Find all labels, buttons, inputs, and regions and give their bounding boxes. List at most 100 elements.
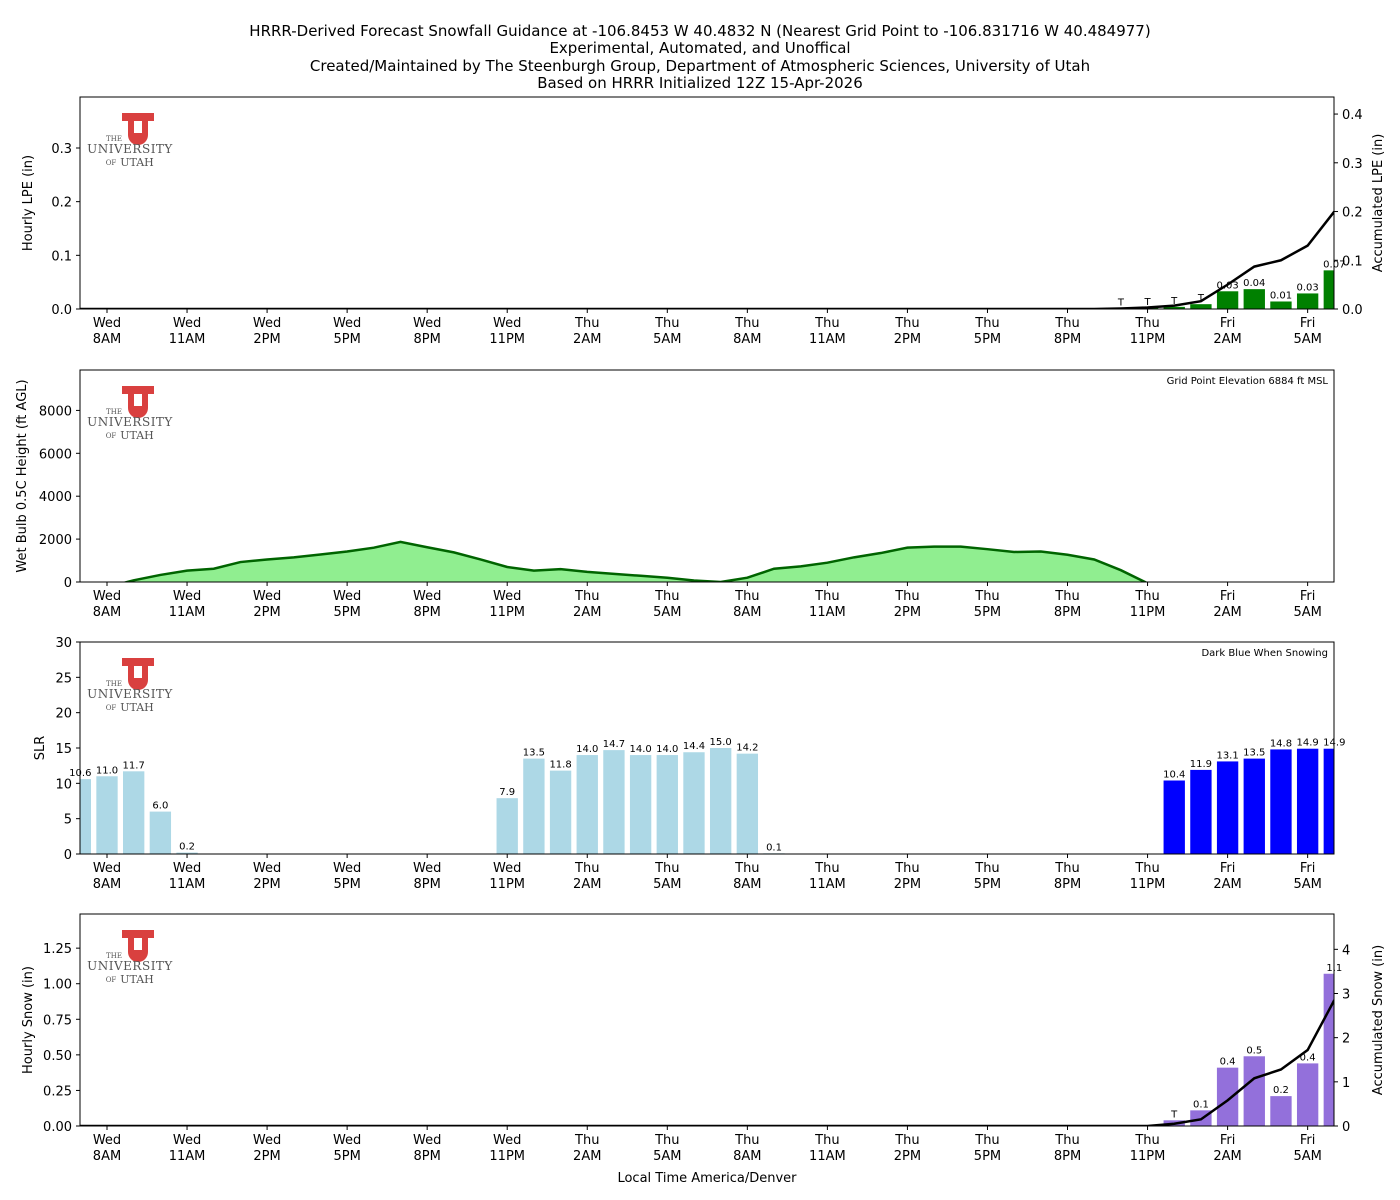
x-tick-day: Wed bbox=[93, 316, 121, 331]
x-tick-day: Wed bbox=[413, 589, 441, 604]
bar-value-label: 0.5 bbox=[1246, 1045, 1262, 1056]
x-tick-time: 8PM bbox=[1054, 332, 1081, 347]
plot-area bbox=[80, 748, 1334, 854]
right-y-tick-label: 0.3 bbox=[1342, 157, 1363, 172]
bar bbox=[1243, 289, 1265, 309]
x-tick-time: 5PM bbox=[333, 332, 360, 347]
x-tick-day: Thu bbox=[1134, 1133, 1159, 1148]
x-tick-day: Fri bbox=[1220, 861, 1236, 876]
bar-value-label: 7.9 bbox=[499, 787, 515, 798]
y-tick-label: 0.3 bbox=[51, 142, 72, 157]
x-tick-time: 11PM bbox=[1130, 1149, 1166, 1164]
bar-value-label: T bbox=[1143, 297, 1151, 308]
bar-value-label: 0.4 bbox=[1220, 1057, 1236, 1068]
x-tick-time: 2AM bbox=[573, 1149, 601, 1164]
bar-value-label: T bbox=[1117, 297, 1125, 308]
bar bbox=[576, 755, 598, 854]
title-line-1: HRRR-Derived Forecast Snowfall Guidance … bbox=[249, 22, 1150, 40]
x-tick-day: Wed bbox=[493, 316, 521, 331]
panel-annotation: Dark Blue When Snowing bbox=[1201, 648, 1328, 659]
x-tick-time: 8PM bbox=[414, 605, 441, 620]
right-y-tick-label: 3 bbox=[1342, 988, 1350, 1003]
x-tick-day: Thu bbox=[974, 861, 999, 876]
x-tick-day: Fri bbox=[1300, 861, 1316, 876]
bar bbox=[1216, 761, 1239, 854]
right-y-axis-label: Accumulated LPE (in) bbox=[1371, 134, 1386, 273]
x-tick-day: Wed bbox=[253, 316, 281, 331]
x-tick-time: 2PM bbox=[253, 877, 280, 892]
bar bbox=[656, 755, 678, 854]
bar-value-label: 14.0 bbox=[629, 744, 651, 755]
x-tick-day: Thu bbox=[894, 1133, 919, 1148]
right-y-tick-label: 1 bbox=[1342, 1076, 1350, 1091]
right-y-tick-label: 0.0 bbox=[1342, 303, 1363, 318]
y-tick-label: 25 bbox=[55, 671, 72, 686]
x-tick-time: 8AM bbox=[733, 1149, 761, 1164]
wet-bulb-line bbox=[122, 540, 1148, 582]
y-tick-label: 4000 bbox=[39, 490, 72, 505]
logo-university: UNIVERSITY bbox=[87, 687, 173, 701]
x-tick-day: Thu bbox=[894, 316, 919, 331]
x-tick-time: 8PM bbox=[1054, 1149, 1081, 1164]
y-tick-label: 2000 bbox=[39, 533, 72, 548]
x-tick-day: Wed bbox=[413, 316, 441, 331]
bar-value-label: 0.1 bbox=[766, 842, 782, 853]
panel-3: 10.6 11.0 11.76.00.27.913.511.814.0 14.7 14.… bbox=[33, 636, 1345, 892]
x-tick-day: Fri bbox=[1220, 589, 1236, 604]
block-u-notch bbox=[134, 121, 142, 133]
bar bbox=[1296, 748, 1319, 854]
axes-frame bbox=[79, 913, 1335, 1127]
y-tick-label: 15 bbox=[55, 742, 72, 757]
bar bbox=[1243, 758, 1265, 854]
x-tick-time: 11AM bbox=[169, 332, 206, 347]
x-tick-day: Thu bbox=[974, 316, 999, 331]
y-tick-label: 20 bbox=[55, 707, 72, 722]
right-y-tick-label: 0.1 bbox=[1342, 254, 1363, 269]
bar-value-label: 6.0 bbox=[152, 801, 168, 812]
x-tick-day: Thu bbox=[574, 316, 599, 331]
bar bbox=[549, 770, 572, 854]
bar bbox=[1323, 973, 1334, 1126]
x-tick-day: Thu bbox=[814, 589, 839, 604]
bar-value-label: 10.4 bbox=[1163, 770, 1185, 781]
title-line-3: Created/Maintained by The Steenburgh Gro… bbox=[310, 57, 1090, 75]
x-tick-day: Wed bbox=[333, 316, 361, 331]
bar bbox=[80, 779, 91, 854]
block-u-notch bbox=[134, 394, 142, 406]
bar-value-label: 11.7 bbox=[123, 760, 145, 771]
bar-value-label: 13.5 bbox=[1243, 748, 1265, 759]
x-tick-time: 2PM bbox=[894, 605, 921, 620]
x-tick-day: Wed bbox=[173, 1133, 201, 1148]
y-tick-label: 0.00 bbox=[43, 1120, 72, 1135]
title-line-2: Experimental, Automated, and Unoffical bbox=[549, 39, 850, 57]
bar-value-label: 11.8 bbox=[549, 760, 571, 771]
y-tick-label: 1.25 bbox=[43, 942, 72, 957]
bar-value-label: 0.01 bbox=[1270, 290, 1292, 301]
block-u-notch bbox=[134, 666, 142, 678]
bar bbox=[1216, 1067, 1239, 1126]
x-tick-day: Thu bbox=[1054, 316, 1079, 331]
bar bbox=[149, 811, 172, 854]
x-tick-time: 5PM bbox=[333, 877, 360, 892]
bar-value-label: 13.5 bbox=[523, 748, 545, 759]
bar-value-label: 0.03 bbox=[1297, 282, 1319, 293]
x-tick-day: Wed bbox=[493, 1133, 521, 1148]
bar bbox=[1190, 769, 1212, 854]
x-tick-day: Wed bbox=[253, 589, 281, 604]
logo-university: UNIVERSITY bbox=[87, 415, 173, 429]
logo-utah: UTAH bbox=[120, 429, 154, 442]
panel-2: 0 2000 4000 6000 8000 Wet Bulb 0.5C Height (f… bbox=[15, 369, 1335, 620]
x-tick-time: 5PM bbox=[974, 332, 1001, 347]
bar bbox=[523, 758, 545, 854]
bar bbox=[1296, 1063, 1319, 1126]
bar bbox=[1270, 301, 1292, 309]
x-tick-day: Wed bbox=[333, 861, 361, 876]
bar-value-label: 0.1 bbox=[1193, 1099, 1209, 1110]
bar bbox=[123, 771, 145, 854]
x-tick-time: 5PM bbox=[974, 605, 1001, 620]
logo-utah: UTAH bbox=[120, 973, 154, 986]
x-tick-time: 8AM bbox=[733, 877, 761, 892]
bar-value-label: 14.9 bbox=[1297, 738, 1319, 749]
x-tick-time: 8PM bbox=[414, 877, 441, 892]
